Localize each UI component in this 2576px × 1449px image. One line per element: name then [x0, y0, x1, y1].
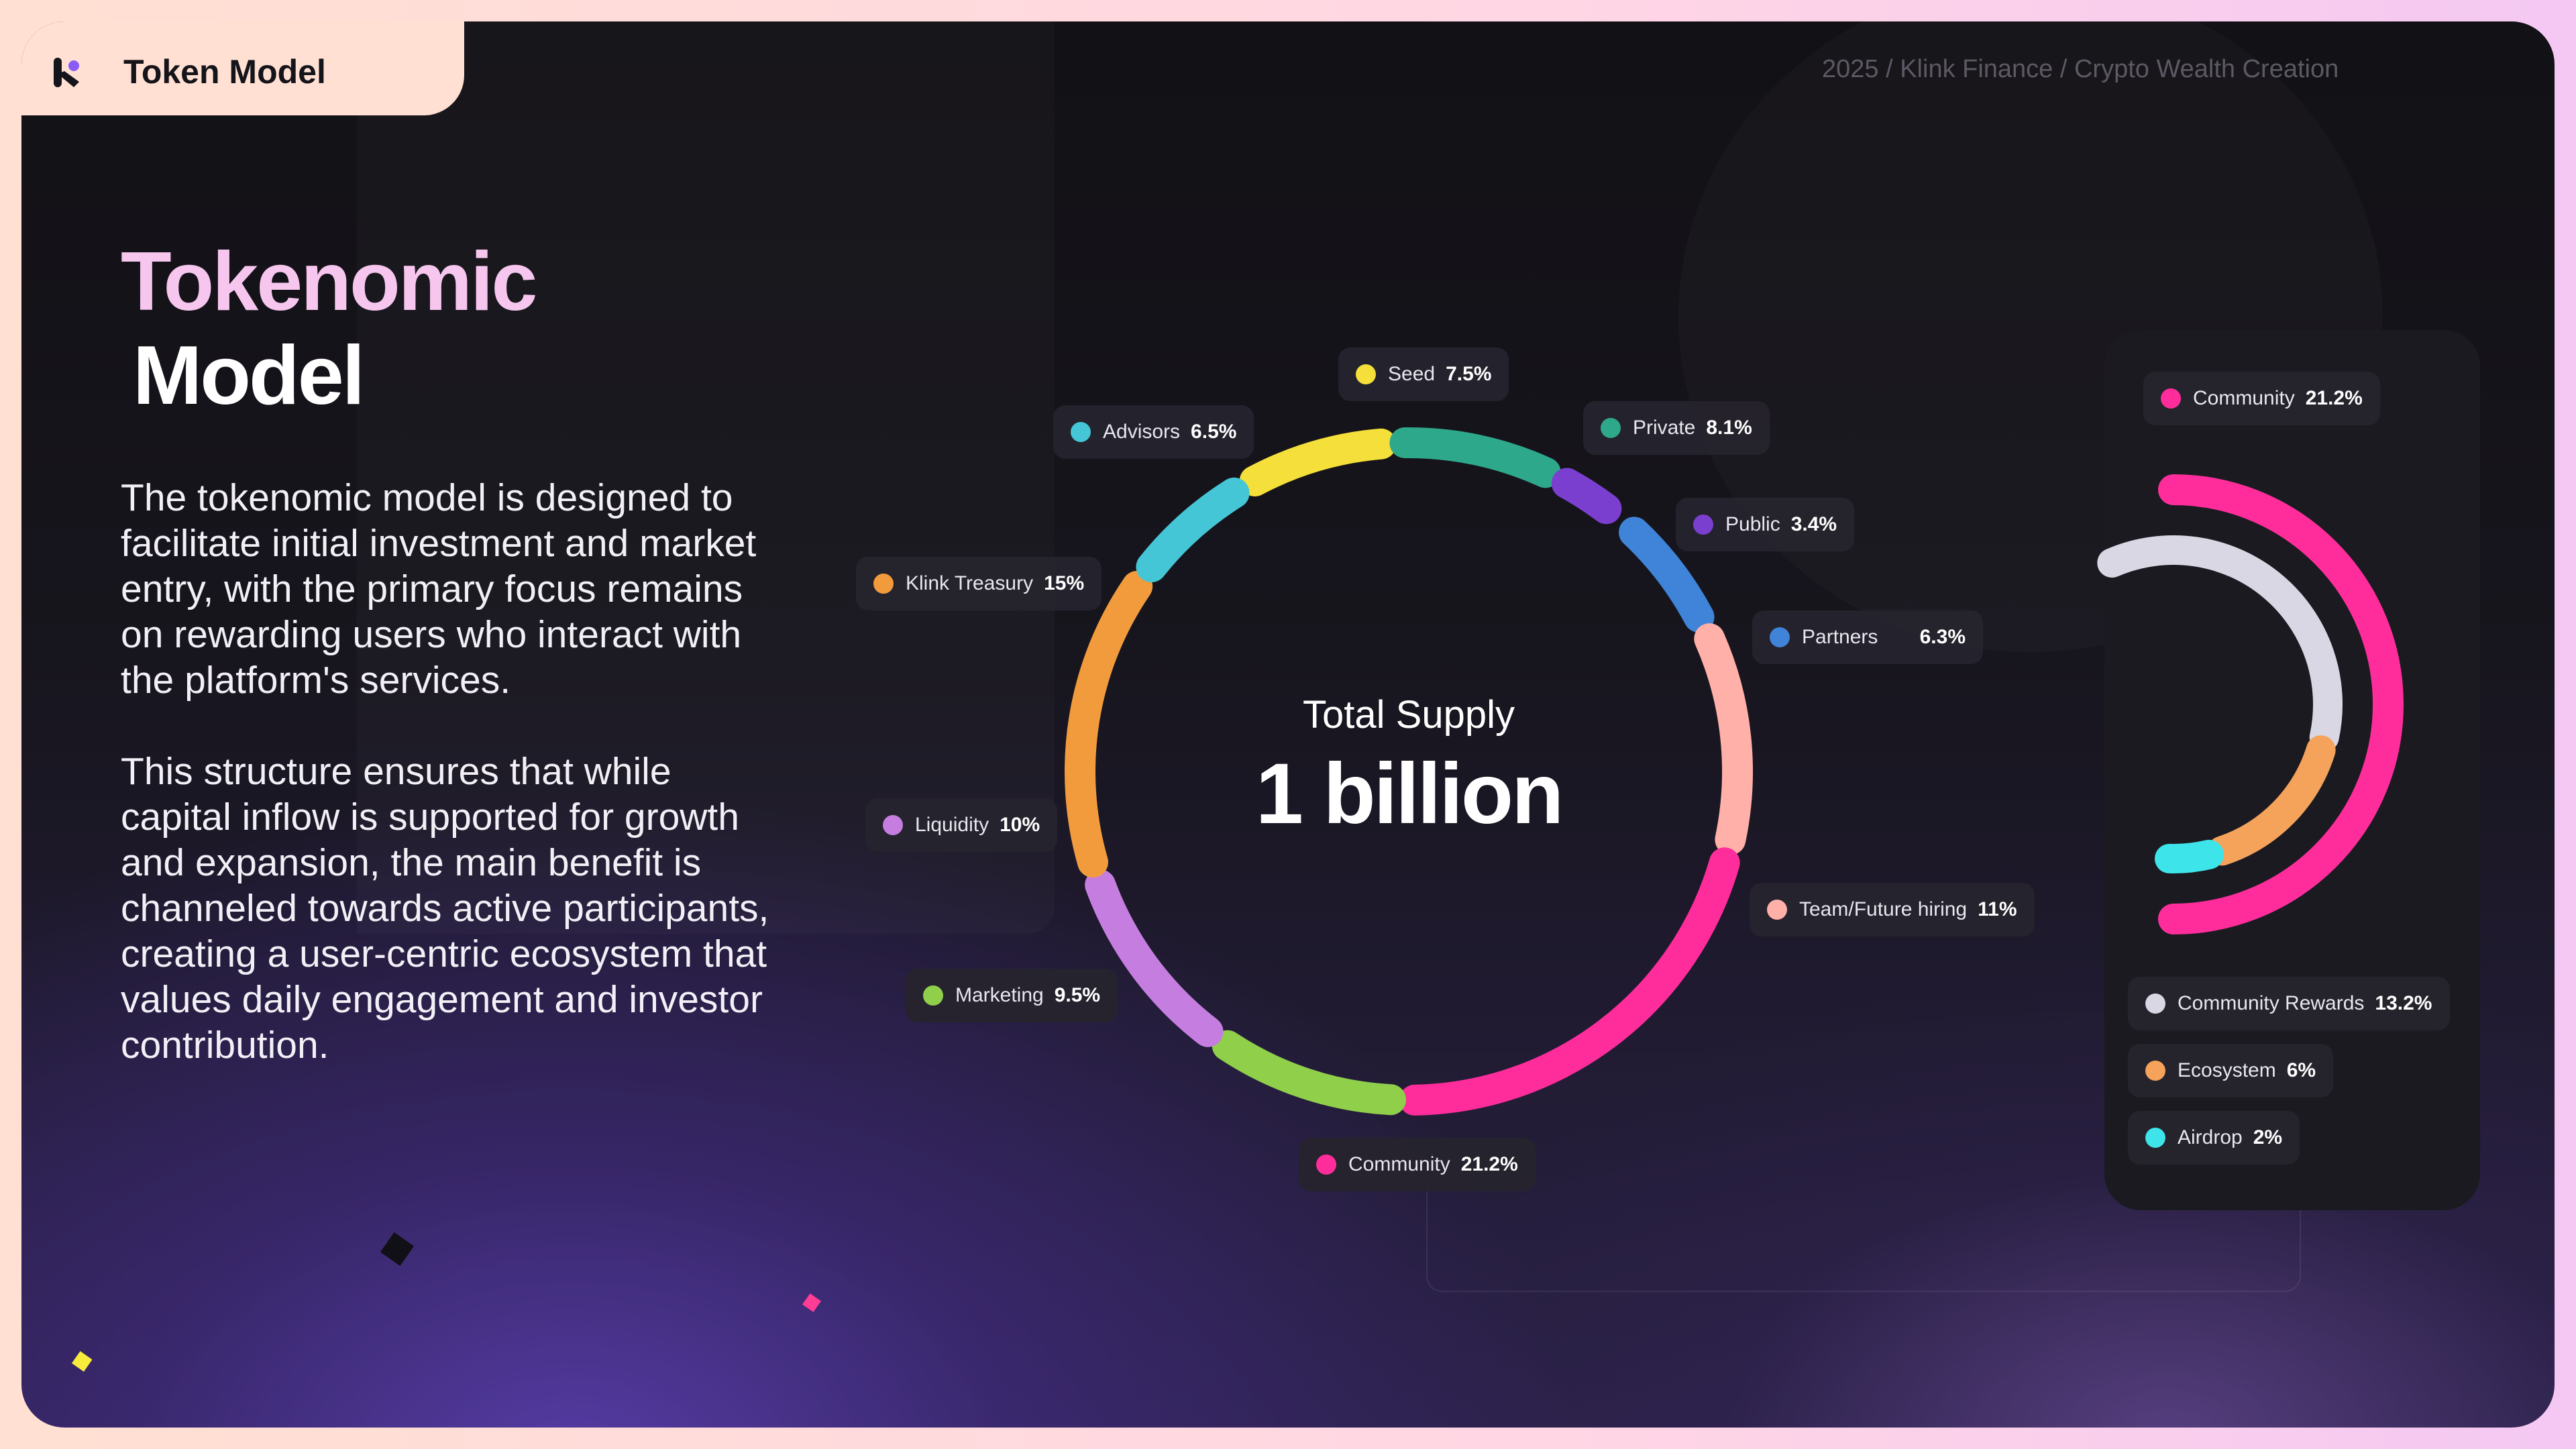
legend-chip-seed: Seed 7.5%	[1338, 347, 1509, 401]
legend-dot	[1071, 422, 1091, 442]
legend-dot	[1767, 900, 1787, 920]
legend-dot	[2145, 994, 2165, 1014]
legend-label: Community Rewards	[2178, 992, 2365, 1014]
description-paragraph-2: This structure ensures that while capita…	[121, 750, 769, 1067]
legend-label: Private	[1633, 417, 1696, 439]
legend-chip-partners: Partners 6.3%	[1752, 610, 1983, 664]
legend-value: 11%	[1978, 898, 2017, 920]
description-paragraph-1: The tokenomic model is designed to facil…	[121, 476, 757, 702]
legend-label: Seed	[1388, 363, 1436, 385]
confetti-pink	[802, 1293, 821, 1312]
klink-logo-icon	[54, 58, 79, 87]
legend-chip-team: Team/Future hiring 11%	[1750, 883, 2035, 936]
legend-value: 9.5%	[1054, 984, 1101, 1006]
panel-title-chip: Community 21.2%	[2143, 372, 2380, 425]
legend-value: 7.5%	[1446, 363, 1492, 385]
brand-title: Token Model	[123, 53, 326, 91]
legend-dot	[1693, 515, 1713, 535]
ring-segment-private	[1389, 427, 1561, 488]
ring-segment-advisors	[1136, 477, 1250, 583]
legend-dot	[883, 815, 903, 835]
legend-label: Partners	[1802, 626, 1878, 648]
confetti-black	[380, 1232, 415, 1267]
legend-chip-private: Private 8.1%	[1583, 401, 1770, 455]
confetti-yellow	[71, 1351, 93, 1372]
legend-dot	[873, 574, 894, 594]
arc-ecosystem	[2207, 735, 2336, 866]
legend-value: 6.3%	[1919, 626, 1966, 648]
legend-chip-advisors: Advisors 6.5%	[1053, 405, 1254, 459]
legend-label: Public	[1725, 513, 1780, 535]
legend-dot	[2145, 1061, 2165, 1081]
ring-segment-seed	[1239, 428, 1397, 496]
legend-chip-airdrop: Airdrop 2%	[2128, 1111, 2300, 1165]
legend-dot	[2145, 1128, 2165, 1148]
legend-dot	[1316, 1155, 1336, 1175]
page-title: Tokenomic Model	[121, 235, 537, 423]
ring-segment-marketing	[1212, 1030, 1406, 1116]
total-supply-label: Total Supply	[1303, 693, 1515, 737]
legend-dot	[1601, 418, 1621, 438]
legend-dot	[1770, 627, 1790, 647]
ring-segment-partners	[1619, 517, 1715, 633]
title-line-1: Tokenomic	[121, 235, 537, 328]
legend-value: 15%	[1044, 572, 1085, 594]
legend-dot	[2161, 388, 2181, 409]
title-line-2: Model	[133, 329, 365, 422]
ring-segment-community	[1399, 847, 1740, 1116]
legend-value: 10%	[1000, 814, 1040, 836]
legend-value: 6.5%	[1191, 421, 1237, 443]
legend-chip-community-rewards: Community Rewards 13.2%	[2128, 977, 2450, 1030]
arc-community-rewards	[2097, 535, 2343, 752]
legend-label: Community	[1348, 1153, 1450, 1175]
legend-label: Marketing	[955, 984, 1044, 1006]
header-tab	[21, 21, 464, 115]
legend-label: Liquidity	[915, 814, 989, 836]
ring-segment-klink-treasury	[1065, 570, 1153, 878]
legend-chip-ecosystem: Ecosystem 6%	[2128, 1044, 2334, 1097]
legend-value: 8.1%	[1706, 417, 1752, 439]
legend-value: 6%	[2286, 1059, 2316, 1081]
ring-segment-team-future-hiring	[1694, 623, 1753, 855]
legend-chip-klink-treasury: Klink Treasury 15%	[856, 557, 1102, 610]
legend-chip-liquidity: Liquidity 10%	[865, 798, 1058, 852]
legend-dot	[1356, 364, 1376, 384]
legend-chip-marketing: Marketing 9.5%	[906, 969, 1118, 1022]
legend-value: 3.4%	[1790, 513, 1837, 535]
legend-label: Ecosystem	[2178, 1059, 2276, 1081]
background-outline	[1426, 1175, 2301, 1292]
legend-label: Klink Treasury	[906, 572, 1034, 594]
legend-value: 21.2%	[1460, 1153, 1518, 1175]
legend-value: 2%	[2253, 1126, 2283, 1148]
panel-title-label: Community	[2193, 387, 2295, 409]
legend-value: 13.2%	[2375, 992, 2432, 1014]
arc-community-total	[2158, 474, 2404, 934]
legend-label: Team/Future hiring	[1799, 898, 1968, 920]
total-supply-value: 1 billion	[1255, 746, 1564, 842]
legend-label: Advisors	[1103, 421, 1181, 443]
legend-chip-community: Community 21.2%	[1299, 1138, 1536, 1191]
legend-chip-public: Public 3.4%	[1676, 498, 1855, 551]
legend-dot	[923, 985, 943, 1006]
ring-segment-liquidity	[1085, 869, 1224, 1047]
ring-segment-public	[1551, 468, 1622, 525]
panel-title-value: 21.2%	[2305, 387, 2363, 409]
breadcrumb: 2025 / Klink Finance / Crypto Wealth Cre…	[1822, 55, 2339, 83]
arc-airdrop	[2154, 839, 2224, 873]
legend-label: Airdrop	[2178, 1126, 2243, 1148]
